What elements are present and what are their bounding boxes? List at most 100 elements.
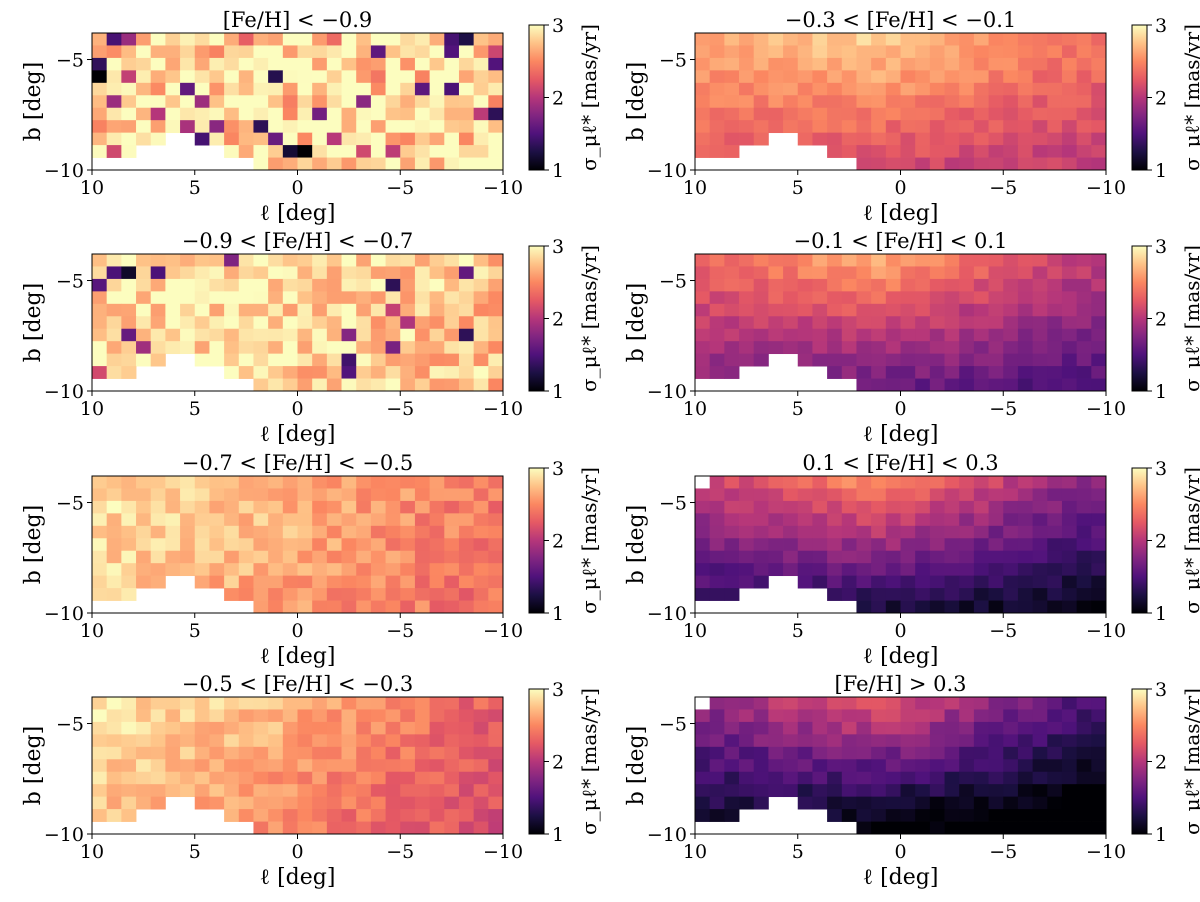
heatmap-cell <box>224 784 240 798</box>
heatmap-cells <box>92 476 504 614</box>
y-tick-label: −10 <box>647 603 687 625</box>
heatmap-cell <box>356 366 372 379</box>
heatmap-cell <box>356 563 372 577</box>
heatmap-cell <box>268 328 284 342</box>
heatmap-cell <box>121 796 137 810</box>
heatmap-cell <box>268 278 284 292</box>
heatmap-cell <box>959 784 975 798</box>
heatmap-cell <box>959 353 975 367</box>
heatmap-cell <box>1032 120 1048 134</box>
y-axis-label: b [deg] <box>21 62 46 141</box>
heatmap-cell <box>312 734 328 748</box>
heatmap-cell <box>253 563 269 577</box>
heatmap-cell <box>856 45 872 59</box>
heatmap-cell <box>959 316 975 330</box>
heatmap-cell <box>1032 95 1048 109</box>
heatmap-cell <box>429 771 445 785</box>
heatmap-cell <box>739 328 755 342</box>
heatmap-cell <box>900 353 916 367</box>
heatmap-cell <box>106 746 122 760</box>
heatmap-cell <box>695 809 711 822</box>
colorbar-tick-label: 2 <box>1155 531 1167 553</box>
heatmap-cell <box>92 784 108 798</box>
heatmap-cell <box>473 341 489 355</box>
heatmap-cell <box>473 107 489 121</box>
heatmap-cell <box>856 303 872 317</box>
heatmap-cell <box>253 57 269 71</box>
heatmap-cell <box>871 771 887 785</box>
x-tick-label: 10 <box>80 177 104 199</box>
heatmap-cell <box>973 145 989 158</box>
heatmap-cell <box>900 771 916 785</box>
heatmap-cell <box>915 500 931 514</box>
heatmap-cell <box>1076 33 1092 46</box>
heatmap-cell <box>297 500 313 514</box>
heatmap-cell <box>988 759 1004 773</box>
heatmap-cell <box>973 575 989 589</box>
heatmap-cell <box>414 721 431 735</box>
heatmap-cell <box>458 759 475 773</box>
heatmap-cell <box>326 341 342 355</box>
heatmap-cell <box>150 697 166 710</box>
heatmap-cell <box>341 254 357 267</box>
heatmap-cell <box>797 513 813 527</box>
heatmap-cell <box>458 734 475 748</box>
heatmap-cell <box>370 538 386 552</box>
heatmap-cell <box>1032 746 1048 760</box>
heatmap-cell <box>841 550 857 564</box>
heatmap-cell <box>944 366 960 379</box>
heatmap-cell <box>297 353 313 367</box>
heatmap-cell <box>326 513 342 527</box>
heatmap-cell <box>973 33 989 46</box>
heatmap-cell <box>92 550 108 564</box>
heatmap-cell <box>444 709 460 723</box>
heatmap-cell <box>695 278 711 292</box>
colorbar-tick-label: 2 <box>1155 752 1167 774</box>
heatmap-cell <box>106 734 122 748</box>
heatmap-cell <box>356 145 372 158</box>
heatmap-cell <box>885 82 901 96</box>
heatmap-cell <box>312 721 328 735</box>
heatmap-cell <box>136 303 152 317</box>
heatmap-cell <box>959 266 975 280</box>
heatmap-cell <box>121 746 137 760</box>
heatmap-cell <box>959 45 975 59</box>
heatmap-cell <box>356 291 372 305</box>
colorbar-tick-label: 1 <box>1155 824 1167 846</box>
heatmap-cell <box>739 303 755 317</box>
heatmap-cell <box>297 107 313 121</box>
y-tick-label: −10 <box>44 381 84 403</box>
heatmap-cell <box>1047 550 1063 564</box>
heatmap-cell <box>341 82 357 96</box>
heatmap-cell <box>841 45 857 59</box>
heatmap-cell <box>724 513 740 527</box>
heatmap-cell <box>783 45 799 59</box>
heatmap-cell <box>797 33 813 46</box>
heatmap-cell <box>414 600 431 614</box>
heatmap-cell <box>458 784 475 798</box>
heatmap-cell <box>929 57 945 71</box>
heatmap-cell <box>282 697 298 710</box>
heatmap-cell <box>106 132 122 146</box>
heatmap-cell <box>929 341 945 355</box>
heatmap-cell <box>180 316 196 330</box>
heatmap-cell <box>944 796 960 810</box>
heatmap-cell <box>871 575 887 589</box>
y-tick-label: −5 <box>56 50 84 72</box>
heatmap-cell <box>341 488 357 502</box>
heatmap-cell <box>194 266 210 280</box>
heatmap-cell <box>92 488 108 502</box>
heatmap-cell <box>341 70 357 84</box>
heatmap-cell <box>414 538 431 552</box>
heatmap-cell <box>268 809 284 822</box>
heatmap-cell <box>458 697 475 710</box>
y-axis-label: b [deg] <box>21 726 46 805</box>
heatmap-cell <box>1017 291 1034 305</box>
heatmap-cell <box>209 266 225 280</box>
heatmap-cell <box>944 809 960 822</box>
heatmap-cell <box>1091 488 1107 502</box>
heatmap-cell <box>238 588 254 601</box>
x-tick-label: 0 <box>894 841 906 863</box>
heatmap-cell <box>841 328 857 342</box>
